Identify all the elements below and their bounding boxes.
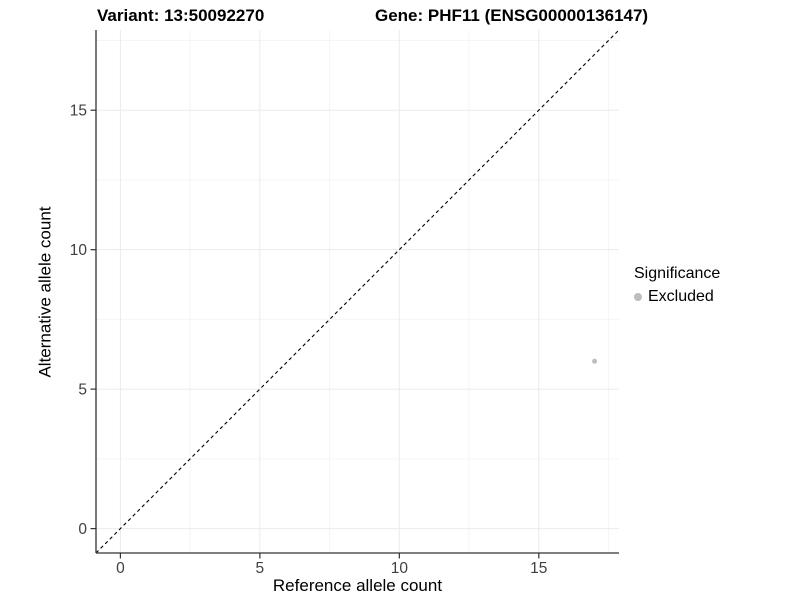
legend-title: Significance	[634, 265, 721, 282]
identity-reference-line	[95, 29, 620, 554]
y-axis-title: Alternative allele count	[35, 206, 55, 378]
x-tick-label: 15	[530, 560, 547, 577]
variant-title: Variant: 13:50092270	[97, 6, 265, 25]
gene-title: Gene: PHF11 (ENSG00000136147)	[375, 6, 649, 25]
x-axis-title: Reference allele count	[272, 576, 443, 595]
legend: Significance Excluded	[634, 264, 720, 307]
data-point	[592, 358, 598, 364]
point-marker-icon	[634, 293, 642, 301]
legend-item-label: Excluded	[648, 288, 714, 305]
x-tick-label: 5	[256, 560, 265, 577]
x-tick-label: 10	[391, 560, 409, 577]
y-tick-label: 10	[70, 242, 88, 259]
x-tick-label: 0	[116, 560, 125, 577]
y-tick-label: 15	[70, 103, 87, 120]
legend-item-excluded: Excluded	[634, 287, 720, 307]
y-tick-label: 0	[78, 521, 87, 538]
y-tick-label: 5	[78, 382, 87, 399]
